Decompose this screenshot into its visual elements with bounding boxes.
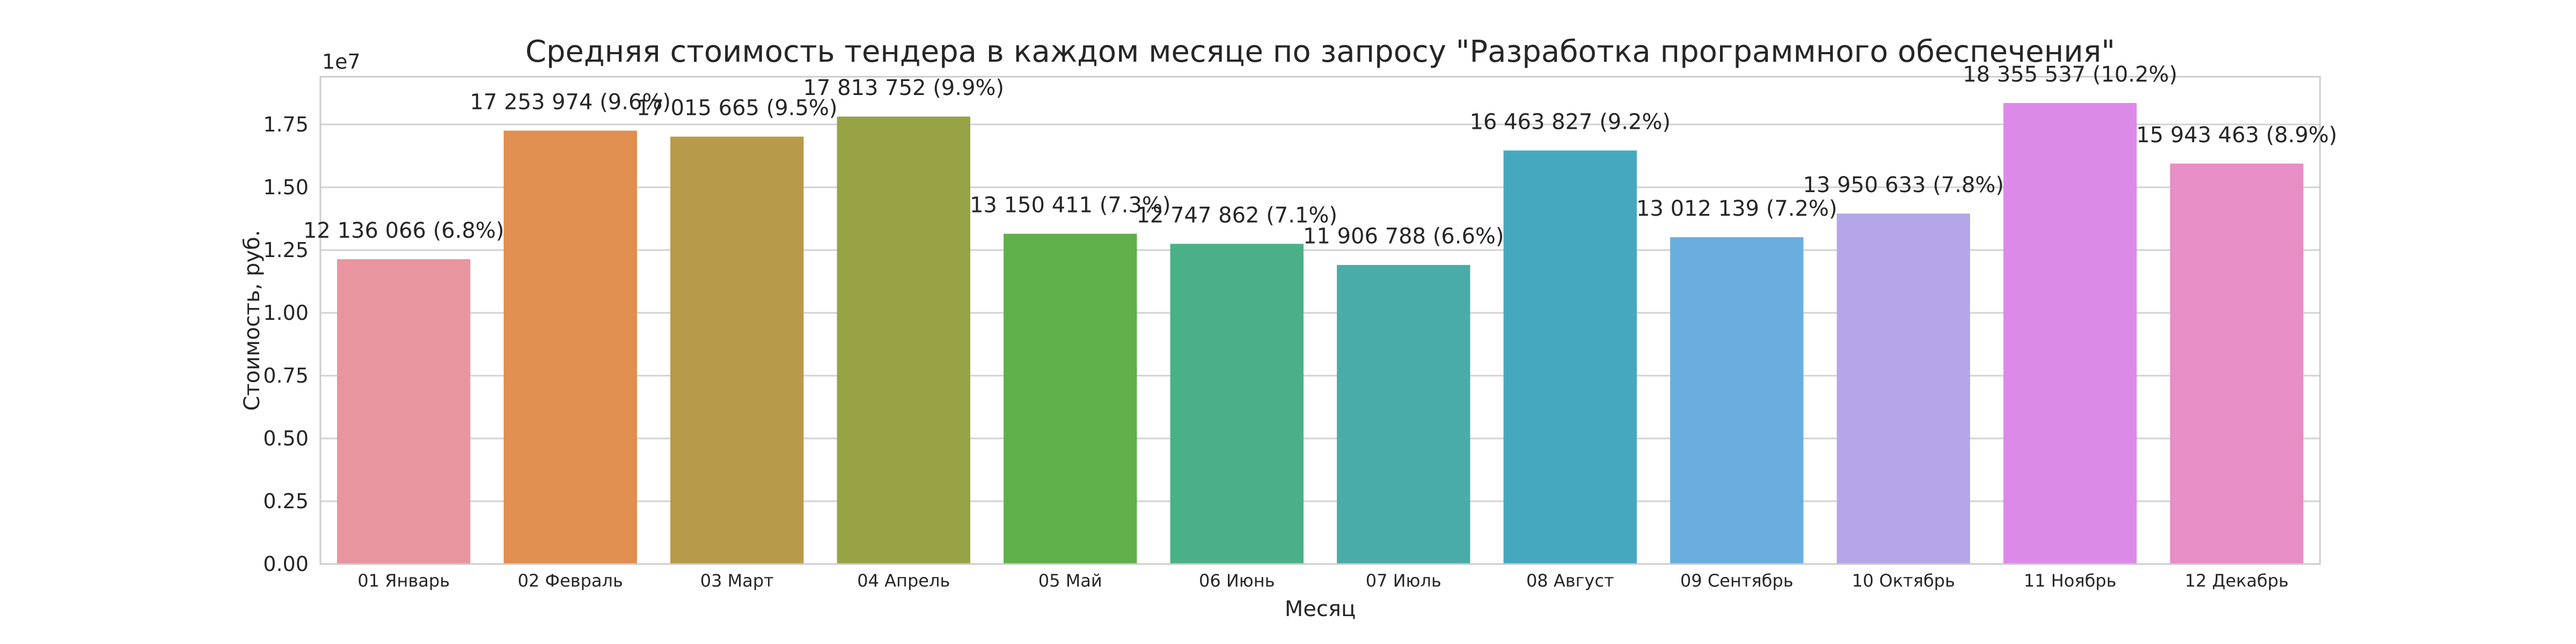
x-tick-label: 09 Сентябрь <box>1680 570 1794 591</box>
bar <box>670 136 804 565</box>
data-label: 11 906 788 (6.6%) <box>1303 224 1504 249</box>
bar <box>337 259 471 564</box>
x-tick-label: 05 Май <box>1038 570 1102 591</box>
bar <box>837 116 970 565</box>
y-tick-label: 1.75 <box>263 113 309 136</box>
y-tick-label: 0.25 <box>263 489 309 513</box>
y-tick-label: 1.00 <box>263 301 309 325</box>
x-tick-label: 04 Апрель <box>857 570 950 591</box>
data-label: 13 150 411 (7.3%) <box>970 193 1171 218</box>
x-tick-label: 06 Июнь <box>1199 570 1275 591</box>
x-axis-ticks: 01 Январь 02 Февраль 03 Март 04 Апрель 05 Ма… <box>357 570 2288 591</box>
data-label: 17 813 752 (9.9%) <box>803 76 1004 100</box>
x-tick-label: 02 Февраль <box>518 570 623 591</box>
y-axis-offset-text: 1e7 <box>322 50 361 74</box>
data-labels: 12 136 066 (6.8%) 17 253 974 (9.6%)17 015… <box>303 62 2337 249</box>
data-label: 12 136 066 (6.8%) <box>303 218 504 243</box>
bar <box>2170 163 2303 565</box>
y-tick-label: 0.75 <box>263 364 309 387</box>
y-axis-ticks: 0.00 0.25 0.50 0.75 1.00 1.25 1.50 1.75 <box>263 113 309 576</box>
x-tick-label: 07 Июль <box>1366 570 1441 591</box>
data-label: 16 463 827 (9.2%) <box>1469 109 1671 134</box>
bar <box>1004 233 1137 564</box>
bar <box>1503 150 1637 564</box>
data-label: 18 355 537 (10.2%) <box>1963 62 2177 87</box>
bar <box>1337 265 1470 564</box>
bars <box>337 103 2303 565</box>
data-label: 17 253 974 (9.6%) <box>470 90 671 114</box>
data-label: 13 950 633 (7.8%) <box>1803 173 2004 197</box>
y-tick-label: 0.50 <box>263 427 309 450</box>
x-tick-label: 03 Март <box>700 570 774 591</box>
x-tick-label: 11 Ноябрь <box>2024 570 2117 591</box>
x-tick-label: 08 Август <box>1526 570 1614 591</box>
data-label: 13 012 139 (7.2%) <box>1636 196 1838 221</box>
plot-area <box>320 77 2320 564</box>
chart-title: Средняя стоимость тендера в каждом месяц… <box>525 34 2115 69</box>
plot-frame <box>319 76 2321 565</box>
x-axis-label: Месяц <box>1285 597 1356 621</box>
data-label: 17 015 665 (9.5%) <box>636 96 838 121</box>
bar <box>2003 103 2137 564</box>
x-tick-label: 01 Январь <box>357 570 450 591</box>
y-tick-label: 0.00 <box>263 552 309 576</box>
y-tick-label: 1.25 <box>263 238 309 262</box>
x-tick-label: 12 Декабрь <box>2185 570 2288 591</box>
bar <box>1170 244 1304 564</box>
y-axis-label: Стоимость, руб. <box>240 230 265 411</box>
x-tick-label: 10 Октябрь <box>1852 570 1955 591</box>
bar <box>1670 237 1804 564</box>
bar <box>503 130 637 564</box>
bar <box>1836 214 1970 564</box>
data-label: 15 943 463 (8.9%) <box>2136 123 2337 148</box>
y-tick-label: 1.50 <box>263 175 309 199</box>
data-label: 12 747 862 (7.1%) <box>1136 203 1337 228</box>
